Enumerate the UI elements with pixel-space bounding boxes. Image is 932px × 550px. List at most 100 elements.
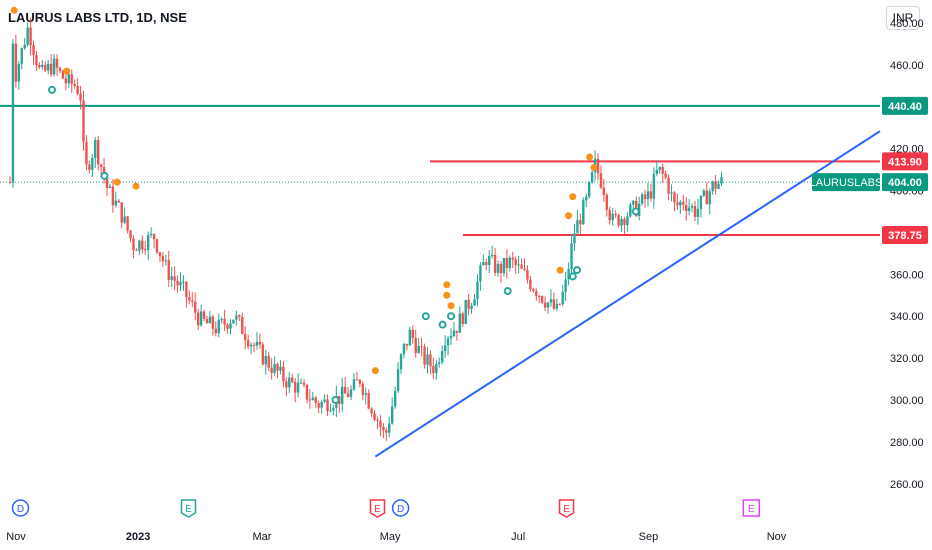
- candle-body: [517, 264, 520, 266]
- level-price-tag: 378.75: [888, 230, 922, 242]
- candle-body: [611, 213, 614, 221]
- candle-body: [120, 202, 123, 223]
- candle-body: [26, 27, 29, 45]
- candle-body: [349, 389, 353, 397]
- candle-body: [185, 281, 188, 298]
- earnings-event-badge[interactable]: E: [369, 499, 386, 518]
- candle-body: [717, 183, 720, 189]
- candle-body: [132, 238, 135, 250]
- candle-body: [488, 256, 491, 265]
- candle-body: [82, 100, 85, 142]
- trendline[interactable]: [374, 130, 881, 458]
- level-price-tag: 440.40: [888, 101, 922, 113]
- earnings-event-badge[interactable]: E: [558, 499, 575, 518]
- candle-body: [632, 200, 635, 205]
- candle-body: [564, 279, 567, 292]
- candle-body: [549, 299, 553, 303]
- future-event-badge[interactable]: E: [742, 499, 761, 517]
- candle-body: [376, 419, 379, 421]
- candle-body: [126, 216, 129, 231]
- candle-body: [32, 45, 35, 56]
- candle-body: [196, 312, 200, 326]
- candle-body: [244, 333, 247, 341]
- candle-body: [508, 257, 511, 269]
- candle-body: [673, 192, 676, 203]
- candle-body: [464, 299, 467, 324]
- candle-body: [67, 74, 70, 84]
- candle-body: [449, 336, 453, 339]
- candle-body: [679, 201, 682, 206]
- candle-body: [267, 355, 270, 368]
- signal-marker: [569, 193, 577, 201]
- candle-body: [573, 233, 576, 244]
- candle-body: [538, 295, 541, 297]
- candle-body: [88, 164, 91, 170]
- candle-body: [540, 296, 544, 303]
- candle-body: [561, 291, 564, 305]
- candle-body: [379, 420, 382, 427]
- candle-body: [658, 166, 661, 170]
- candle-body: [708, 191, 711, 205]
- candle-body: [417, 345, 420, 353]
- candle-body: [85, 141, 88, 165]
- y-tick-label: 300.00: [890, 395, 924, 407]
- candle-body: [176, 280, 179, 286]
- split-badge-icon: [180, 499, 197, 518]
- level-price-tag-bg: [882, 96, 928, 115]
- candle-body: [41, 64, 44, 68]
- candle-body: [314, 397, 317, 404]
- candle-body: [582, 200, 585, 225]
- event-badge-label: E: [185, 504, 192, 515]
- candle-body: [317, 403, 320, 408]
- candle-body: [158, 252, 162, 256]
- signal-circle: [573, 266, 581, 275]
- signal-circle: [48, 85, 56, 94]
- candle-body: [602, 187, 606, 195]
- candle-body: [370, 408, 373, 414]
- candle-body: [291, 377, 294, 382]
- candle-body: [614, 213, 617, 216]
- x-tick-label: Nov: [6, 531, 26, 543]
- candle-body: [682, 201, 685, 205]
- candle-body: [452, 330, 456, 337]
- candle-body: [699, 195, 703, 209]
- split-event-badge[interactable]: E: [180, 499, 197, 518]
- candle-body: [194, 301, 197, 313]
- currency-button[interactable]: INR: [886, 6, 920, 30]
- candle-body: [520, 264, 523, 269]
- dividend-event-badge[interactable]: D: [11, 499, 30, 517]
- dividend-event-badge[interactable]: D: [391, 499, 410, 517]
- candle-body: [670, 192, 673, 194]
- candle-body: [546, 302, 550, 308]
- earnings-badge-icon: [558, 499, 575, 518]
- candle-body: [64, 78, 68, 84]
- candle-body: [35, 55, 38, 66]
- candle-body: [70, 74, 73, 84]
- candle-body: [605, 194, 609, 210]
- candle-body: [543, 302, 547, 308]
- candle-body: [208, 316, 212, 324]
- candle-body: [438, 362, 441, 364]
- candle-body: [485, 261, 488, 265]
- event-badge-label: E: [374, 504, 381, 515]
- signal-circle: [421, 312, 430, 321]
- y-tick-label: 260.00: [890, 479, 924, 491]
- candle-body: [467, 299, 470, 310]
- candle-body: [526, 269, 529, 280]
- candle-body: [470, 305, 473, 310]
- candle-body: [270, 367, 273, 373]
- candle-body: [288, 377, 291, 388]
- candle-body: [226, 324, 229, 329]
- candle-body: [664, 173, 667, 178]
- candle-body: [676, 202, 679, 206]
- candle-body: [164, 260, 168, 262]
- candle-body: [343, 386, 347, 394]
- candle-body: [161, 255, 165, 262]
- candle-body: [141, 240, 144, 250]
- candle-body: [396, 369, 400, 391]
- candle-body: [399, 354, 403, 370]
- candle-body: [341, 386, 344, 404]
- candle-body: [511, 257, 514, 260]
- candle-body: [435, 363, 438, 374]
